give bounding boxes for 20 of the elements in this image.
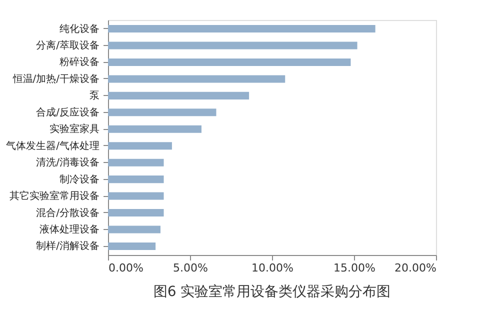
y-tick-label: 纯化设备 <box>60 22 100 35</box>
y-tick-label: 实验室家具 <box>50 123 100 136</box>
y-tick-label: 制冷设备 <box>60 173 100 186</box>
y-tick-label: 恒温/加热/干燥设备 <box>12 72 100 85</box>
y-tick-label: 制样/消解设备 <box>36 240 100 252</box>
x-tick-label: 20.00% <box>394 262 436 274</box>
y-tick-label: 混合/分散设备 <box>36 206 100 219</box>
text: 图6 实验室常用设备类仪器采购分布图 <box>153 284 391 300</box>
y-tick-label: 泵 <box>90 90 100 102</box>
y-tick-label: 气体发生器/气体处理 <box>6 140 100 152</box>
y-tick-label: 清洗/消毒设备 <box>36 156 100 169</box>
y-tick-label: 粉碎设备 <box>60 56 100 68</box>
x-tick-label: 5.00% <box>173 262 208 274</box>
x-tick-label: 10.00% <box>252 262 294 274</box>
y-tick-label: 合成/反应设备 <box>36 106 100 118</box>
y-tick-label: 液体处理设备 <box>40 223 100 236</box>
y-tick-label: 分离/萃取设备 <box>36 40 100 52</box>
x-tick-label: 15.00% <box>334 262 376 274</box>
x-tick-label: 0.00% <box>108 262 144 274</box>
y-tick-label: 其它实验室常用设备 <box>10 190 100 202</box>
